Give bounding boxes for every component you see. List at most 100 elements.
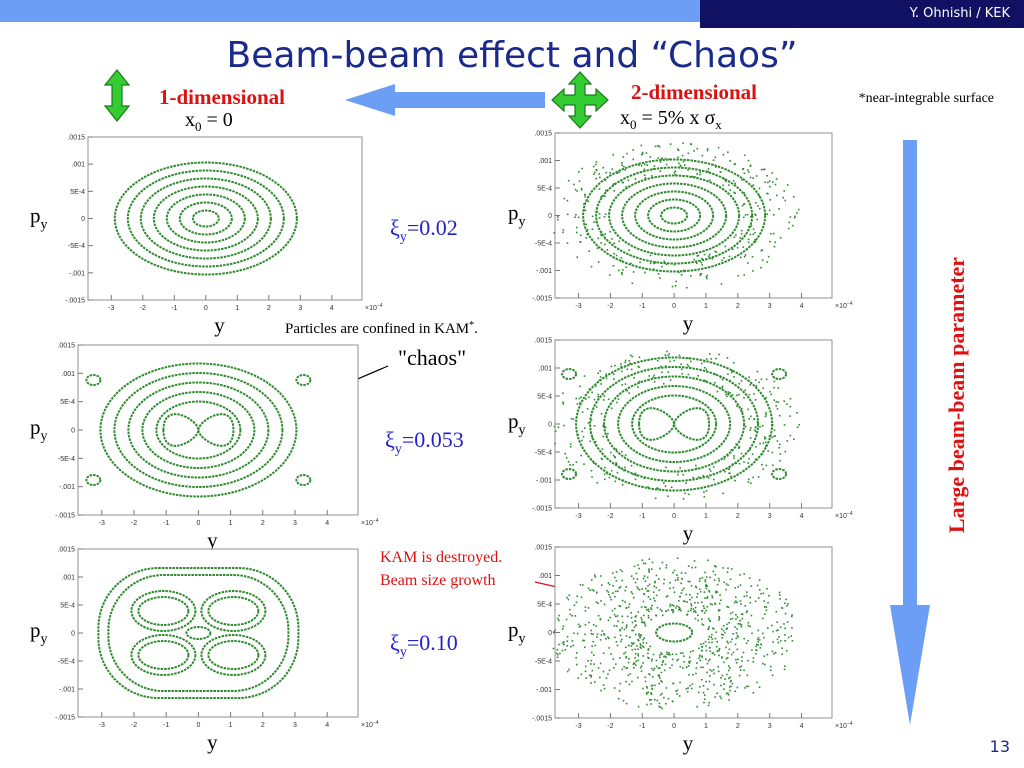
particle <box>625 656 627 659</box>
x-tick-label: 0 <box>196 722 200 729</box>
particle <box>675 690 677 692</box>
x-tick-label: -3 <box>575 513 581 520</box>
x-axis-label: y <box>683 731 694 755</box>
particle <box>706 149 709 152</box>
particle <box>731 682 734 685</box>
particle <box>667 697 670 700</box>
xi-value: =0.10 <box>407 630 458 655</box>
particle <box>690 584 693 587</box>
particle <box>727 391 730 393</box>
kam-destroyed: KAM is destroyed. <box>380 549 502 566</box>
footnote: *near-integrable surface <box>859 91 994 106</box>
particle <box>647 608 650 611</box>
particle <box>728 621 730 624</box>
particle <box>635 624 637 627</box>
particle <box>763 655 766 657</box>
particle <box>684 492 686 495</box>
particle <box>700 261 703 264</box>
particle <box>700 618 703 620</box>
particle <box>658 589 661 592</box>
particle <box>701 646 704 648</box>
particle <box>789 415 791 417</box>
particle <box>722 629 725 632</box>
particle <box>779 626 782 628</box>
particle <box>796 411 798 414</box>
particle <box>747 462 749 464</box>
particle <box>631 629 633 632</box>
particle <box>612 658 615 660</box>
particle <box>744 389 747 392</box>
particle <box>631 282 634 285</box>
particle <box>616 172 619 175</box>
x-tick-label: -1 <box>639 513 645 520</box>
island <box>295 374 312 386</box>
x-axis-label: y <box>207 528 218 552</box>
particle <box>714 565 716 567</box>
particle <box>769 240 771 243</box>
particle <box>644 680 647 683</box>
particle <box>654 600 656 602</box>
particle <box>642 646 645 648</box>
particle <box>600 634 603 636</box>
particle <box>712 570 715 573</box>
mult: ×10 <box>365 305 377 312</box>
particle <box>680 572 683 574</box>
particle <box>632 158 635 161</box>
particle <box>731 463 734 465</box>
particle <box>621 638 623 641</box>
particle <box>694 617 697 620</box>
particle <box>609 596 612 599</box>
particle <box>584 195 587 198</box>
particle <box>711 670 713 672</box>
particle <box>701 577 704 579</box>
particle <box>754 239 756 241</box>
particle <box>704 579 707 581</box>
particle <box>699 590 702 593</box>
particle <box>760 378 763 381</box>
particle <box>647 649 650 651</box>
particle <box>616 615 619 617</box>
particle <box>646 703 648 706</box>
particle <box>704 585 707 588</box>
particle <box>709 253 711 256</box>
particle <box>705 358 708 360</box>
particle <box>764 181 766 184</box>
particle <box>793 216 796 219</box>
y-tick-label: 5E-4 <box>537 186 552 193</box>
particle <box>552 647 555 650</box>
particle <box>653 165 656 167</box>
particle <box>688 357 690 360</box>
particle <box>594 644 597 647</box>
particle <box>585 237 588 239</box>
particle <box>676 148 679 151</box>
particle <box>743 595 746 598</box>
particle <box>624 361 627 364</box>
particle <box>634 472 637 475</box>
particle <box>739 623 742 625</box>
particle <box>649 156 652 158</box>
particle <box>796 426 799 429</box>
particle <box>706 274 708 277</box>
particle <box>603 478 606 481</box>
particle <box>732 632 734 635</box>
particle <box>602 425 605 427</box>
particle <box>639 644 642 646</box>
particle <box>691 175 694 178</box>
particle <box>641 645 644 647</box>
xi: ξ <box>385 427 395 452</box>
particle <box>723 178 726 181</box>
particle <box>640 647 642 649</box>
particle <box>645 152 648 154</box>
y-tick-label: -5E-4 <box>58 659 75 666</box>
y-tick-label: 0 <box>548 213 552 220</box>
particle <box>569 464 571 466</box>
particle <box>748 457 750 460</box>
particle <box>603 687 606 690</box>
particle <box>718 617 721 620</box>
particle <box>609 172 611 174</box>
particle <box>578 397 581 400</box>
particle <box>701 623 704 625</box>
particle <box>583 639 585 642</box>
particle <box>621 162 623 164</box>
particle <box>627 606 630 608</box>
